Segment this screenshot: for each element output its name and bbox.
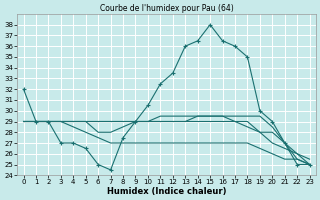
Title: Courbe de l'humidex pour Pau (64): Courbe de l'humidex pour Pau (64): [100, 4, 234, 13]
X-axis label: Humidex (Indice chaleur): Humidex (Indice chaleur): [107, 187, 226, 196]
